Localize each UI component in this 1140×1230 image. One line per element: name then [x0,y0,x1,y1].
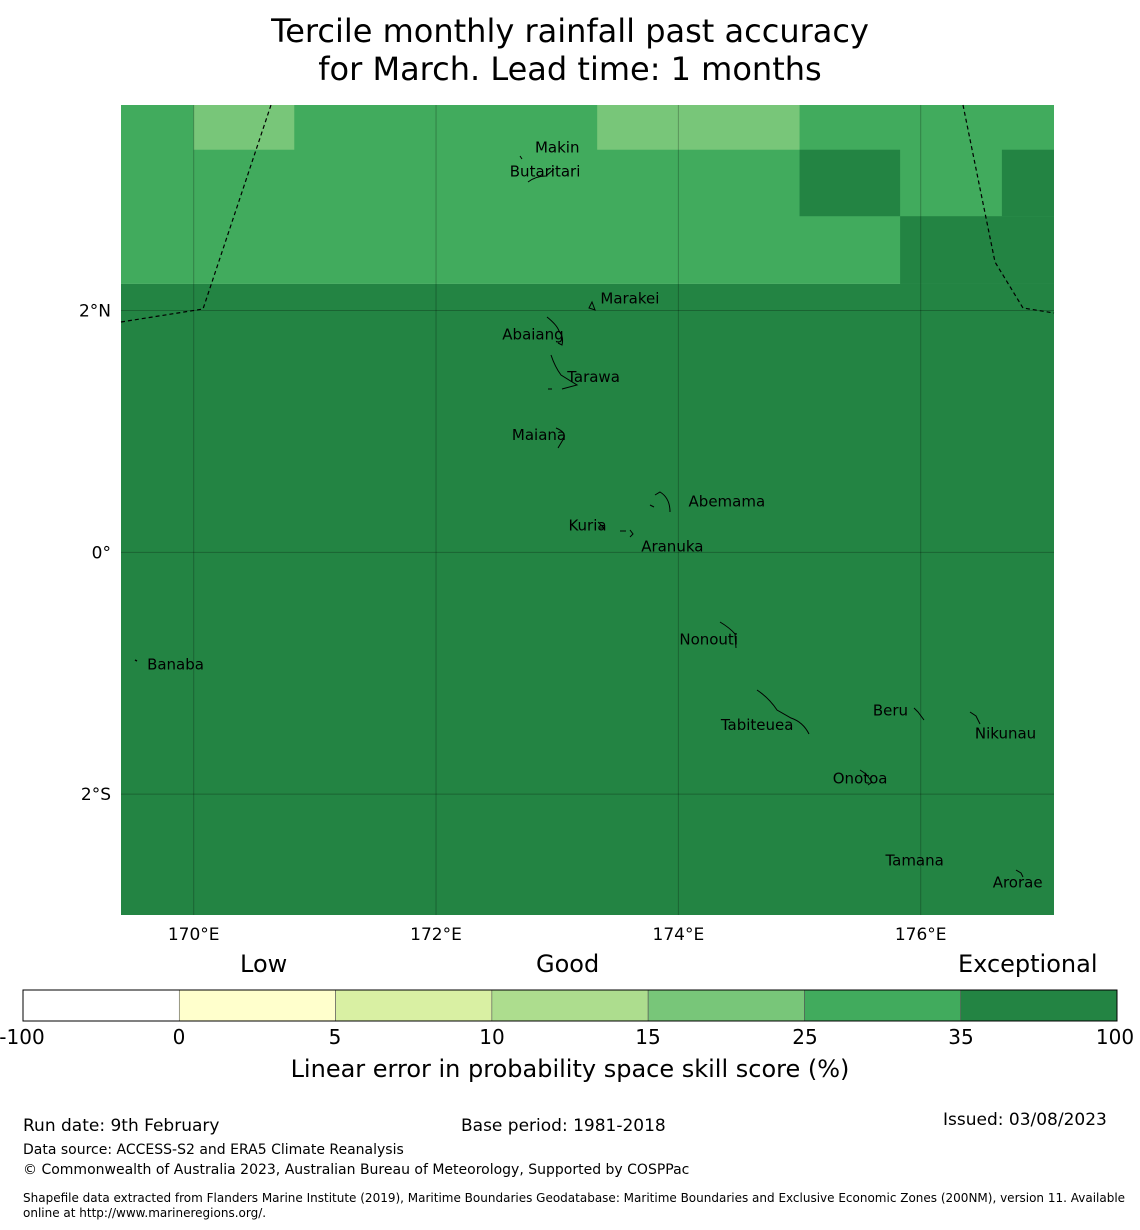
colorbar-bin [804,989,962,1022]
tabiteuea-outline [756,689,810,735]
tarawa-outline [548,354,579,390]
axis-tick-labels: 170°E 172°E 174°E 176°E 2°N 0° 2°S [79,302,947,945]
skill-cell [193,105,295,150]
base-period: Base period: 1981-2018 [461,1116,666,1136]
kuria-outline [597,521,626,532]
colorbar-tick: 100 [1095,1025,1135,1049]
beru-outline [913,707,925,721]
banaba-outline [134,659,138,662]
eez-boundary-east [962,104,1055,314]
colorbar-bin [178,989,336,1022]
colorbar-tick: 25 [792,1025,818,1049]
colorbar-bin [647,989,805,1022]
island-label: Aranuka [641,537,703,555]
map-title-line2: for March. Lead time: 1 months [318,50,822,88]
data-source: Data source: ACCESS-S2 and ERA5 Climate … [23,1142,404,1158]
copyright-notice: © Commonwealth of Australia 2023, Austra… [23,1162,690,1178]
issued-date: Issued: 03/08/2023 [943,1110,1107,1130]
nonouti-outline [719,621,737,649]
island-label: Beru [873,702,908,720]
skill-cell [121,283,1054,915]
colorbar-bin [22,989,180,1022]
island-label: Marakei [600,289,659,307]
colorbar-heading-exceptional: Exceptional [958,950,1098,978]
onotoa-outline [859,769,873,786]
colorbar-tick: 10 [479,1025,505,1049]
map-gridlines [121,105,1054,915]
makin-outline [519,155,555,183]
colorbar-label: Linear error in probability space skill … [290,1055,850,1083]
skill-cells [121,105,1054,915]
skill-cell [1001,149,1054,217]
colorbar-heading-good: Good [536,950,600,978]
abaiang-outline [546,316,564,346]
colorbar-bin [335,989,493,1022]
island-label: Nikunau [975,725,1036,743]
island-label: Abemama [689,493,766,511]
skill-cell [799,149,901,217]
lon-tick-label: 170°E [168,925,220,945]
lon-tick-label: 174°E [653,925,705,945]
island-label: Arorae [993,873,1043,891]
island-label: Butaritari [510,162,581,180]
island-label: Nonouti [679,630,738,648]
island-label: Tamana [884,852,943,870]
run-date: Run date: 9th February [23,1116,220,1136]
colorbar-tick: -100 [0,1025,45,1049]
island-label: Abaiang [502,326,563,344]
colorbar-bin [960,989,1118,1022]
island-label: Maiana [512,426,566,444]
lat-tick-label: 2°S [81,785,111,805]
colorbar-bin [491,989,649,1022]
lat-tick-label: 2°N [79,302,111,322]
island-labels: Makin Butaritari Marakei Abaiang Tarawa Maian… [147,138,1043,891]
map-title-line1: Tercile monthly rainfall past accuracy [271,12,869,50]
colorbar-frame [22,989,1118,1022]
abemama-outline [649,491,671,513]
arorae-outline [1015,869,1024,878]
nikunau-outline [969,711,981,725]
shapefile-credit: Shapefile data extracted from Flanders M… [23,1191,1126,1220]
island-label: Tarawa [566,368,620,386]
maiana-outline [555,427,565,449]
skill-cell [597,105,800,150]
island-label: Tabiteuea [720,716,794,734]
colorbar [22,989,1118,1022]
colorbar-heading-low: Low [240,950,288,978]
skill-cell [900,216,1054,284]
colorbar-tick: 35 [948,1025,974,1049]
lon-tick-label: 172°E [410,925,462,945]
eez-boundaries [120,104,1055,323]
lon-tick-label: 176°E [895,925,947,945]
island-label: Onotoa [833,769,888,787]
marakei-outline [588,300,596,311]
colorbar-tick: 15 [635,1025,661,1049]
island-label: Makin [535,138,580,156]
eez-boundary-west [120,104,272,323]
island-label: Kuria [568,517,606,535]
island-label: Banaba [147,656,204,674]
island-outlines [134,155,1024,878]
aranuka-outline [629,529,634,538]
colorbar-tick: 5 [328,1025,342,1049]
lat-tick-label: 0° [92,543,111,563]
colorbar-tick: 0 [172,1025,186,1049]
